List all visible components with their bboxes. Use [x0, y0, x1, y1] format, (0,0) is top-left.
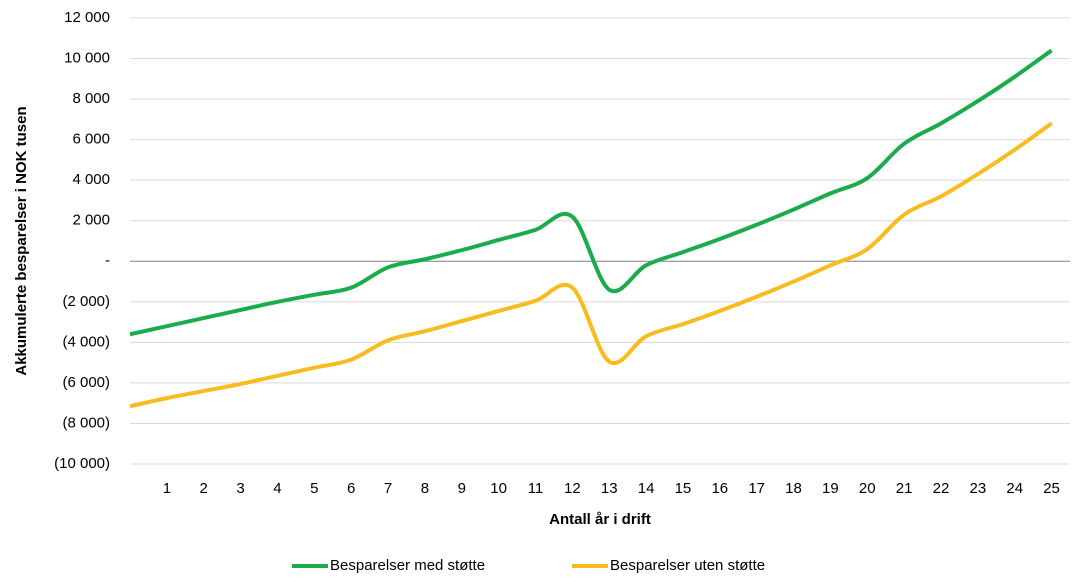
- x-tick-label: 8: [421, 480, 429, 497]
- x-tick-label: 7: [384, 480, 392, 497]
- x-tick-label: 3: [236, 480, 244, 497]
- x-tick-label: 19: [822, 480, 839, 497]
- y-tick-label: (8 000): [62, 414, 110, 431]
- x-tick-label: 1: [163, 480, 171, 497]
- x-tick-label: 22: [933, 480, 950, 497]
- x-tick-label: 11: [528, 480, 544, 497]
- x-tick-label: 14: [638, 480, 655, 497]
- x-tick-label: 10: [490, 480, 507, 497]
- y-tick-label: (10 000): [54, 455, 110, 472]
- x-tick-label: 12: [564, 480, 581, 497]
- x-tick-label: 9: [458, 480, 466, 497]
- y-tick-label: 8 000: [72, 90, 110, 107]
- y-tick-label: -: [105, 252, 110, 269]
- x-tick-label: 20: [859, 480, 876, 497]
- series-line: [129, 121, 1053, 409]
- x-tick-label: 16: [711, 480, 728, 497]
- x-tick-label: 4: [273, 480, 281, 497]
- y-tick-label: 4 000: [72, 171, 110, 188]
- x-tick-label: 6: [347, 480, 355, 497]
- x-tick-label: 21: [896, 480, 913, 497]
- series-line: [129, 48, 1053, 337]
- y-axis-label: Akkumulerte besparelser i NOK tusen: [13, 106, 30, 375]
- legend-label: Besparelser uten støtte: [610, 557, 765, 574]
- x-tick-label: 17: [748, 480, 765, 497]
- x-tick-label: 18: [785, 480, 802, 497]
- x-tick-label: 15: [675, 480, 692, 497]
- x-tick-label: 13: [601, 480, 618, 497]
- y-tick-label: (2 000): [62, 293, 110, 310]
- x-tick-label: 25: [1043, 480, 1060, 497]
- x-tick-label: 2: [200, 480, 208, 497]
- x-tick-label: 24: [1006, 480, 1023, 497]
- x-axis-label: Antall år i drift: [549, 511, 651, 528]
- y-tick-label: 6 000: [72, 131, 110, 148]
- y-tick-label: 2 000: [72, 212, 110, 229]
- x-tick-label: 5: [310, 480, 318, 497]
- y-tick-label: (6 000): [62, 374, 110, 391]
- y-tick-label: (4 000): [62, 333, 110, 350]
- y-tick-label: 10 000: [64, 50, 110, 67]
- y-tick-label: 12 000: [64, 9, 110, 26]
- x-tick-label: 23: [969, 480, 986, 497]
- legend-label: Besparelser med støtte: [330, 557, 485, 574]
